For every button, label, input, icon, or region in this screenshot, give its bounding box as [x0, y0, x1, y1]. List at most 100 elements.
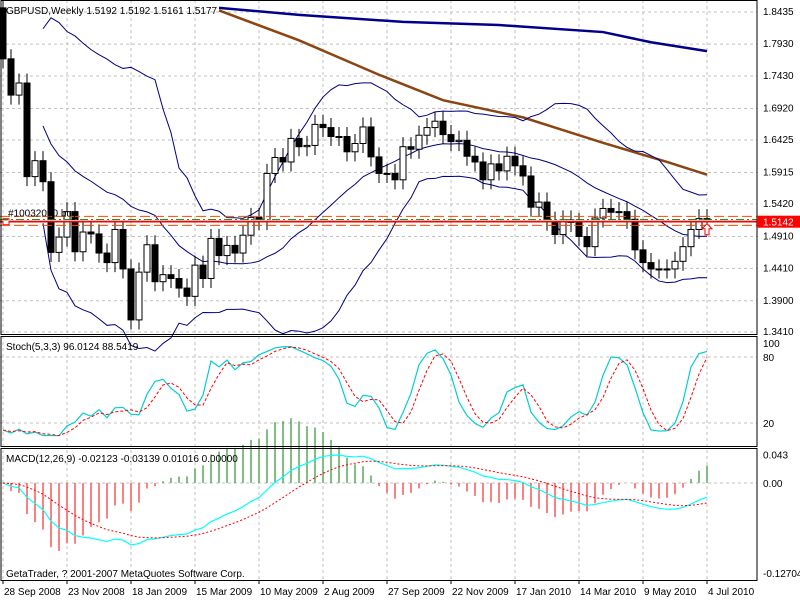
x-tick-label: 2 Aug 2009: [324, 587, 375, 598]
price-tick-label: 1.6920: [763, 103, 794, 114]
bear-candle: [39, 160, 47, 183]
bull-candle: [159, 274, 167, 283]
bear-candle: [479, 161, 487, 181]
symbol-info: GBPUSD,Weekly 1.5192 1.5192 1.5161 1.517…: [6, 6, 218, 17]
bear-candle: [639, 249, 647, 264]
bull-candle: [239, 234, 247, 254]
bear-candle: [447, 134, 455, 143]
bull-candle: [247, 216, 255, 236]
bear-candle: [119, 228, 127, 270]
bear-candle: [583, 235, 591, 248]
bear-candle: [551, 220, 559, 236]
price-tick-label: 1.5420: [763, 199, 794, 210]
x-tick-label: 18 Jan 2009: [132, 587, 187, 598]
bull-candle: [503, 155, 511, 172]
bear-candle: [175, 278, 183, 289]
bollinger-lower-band: [42, 175, 708, 352]
price-tick-label: 1.7930: [763, 39, 794, 50]
bull-candle: [671, 260, 679, 270]
x-tick-label: 22 Nov 2009: [452, 587, 509, 598]
bear-candle: [7, 58, 15, 96]
price-tick-label: 1.4410: [763, 263, 794, 274]
order-label: #10032090 buy: [8, 209, 77, 220]
bear-candle: [519, 165, 527, 177]
bear-candle: [167, 274, 175, 280]
order-levels: #10032090 buy: [0, 209, 757, 236]
bear-candle: [183, 287, 191, 297]
bear-candle: [391, 172, 399, 181]
macd-tick-label: 0.00: [763, 479, 783, 490]
stoch-tick-label: 100: [763, 339, 780, 350]
x-tick-label: 15 Mar 2009: [196, 587, 253, 598]
bid-price-label: 1.5142: [763, 218, 794, 229]
bid-marker: [2, 218, 10, 226]
bull-candle: [679, 246, 687, 262]
bull-candle: [143, 244, 151, 273]
stoch-panel-frame: [0, 336, 758, 447]
bull-candle: [271, 157, 279, 174]
bear-candle: [527, 175, 535, 208]
bear-candle: [295, 137, 303, 148]
bear-candle: [215, 237, 223, 257]
bull-candle: [31, 160, 39, 178]
bull-candle: [223, 244, 231, 257]
x-tick-label: 27 Sep 2009: [388, 587, 445, 598]
price-tick-label: 1.3900: [763, 296, 794, 307]
bear-candle: [367, 126, 375, 158]
price-tick-label: 1.6425: [763, 135, 794, 146]
price-tick-label: 1.4910: [763, 231, 794, 242]
bull-candle: [687, 228, 695, 248]
bear-candle: [151, 244, 159, 283]
x-tick-label: 17 Jan 2010: [516, 587, 571, 598]
bull-candle: [599, 207, 607, 219]
bear-candle: [439, 120, 447, 136]
bull-candle: [287, 137, 295, 163]
stoch-tick-label: 20: [763, 419, 775, 430]
bear-candle: [87, 231, 95, 235]
bear-candle: [71, 211, 79, 253]
bull-candle: [415, 134, 423, 150]
bull-candle: [15, 82, 23, 96]
bear-candle: [647, 262, 655, 270]
indicator-overlays: [42, 6, 708, 352]
price-tick-label: 1.8435: [763, 7, 794, 18]
bear-candle: [607, 207, 615, 213]
bear-candle: [319, 123, 327, 129]
macd-title: MACD(12,26,9) -0.02123 -0.03139 0.01016 …: [6, 454, 238, 465]
slow-ma-line: [218, 6, 708, 53]
bear-candle: [343, 135, 351, 153]
x-tick-label: 10 May 2009: [260, 587, 318, 598]
bull-candle: [191, 264, 199, 297]
macd-tick-label: 0.043: [763, 451, 788, 462]
bull-candle: [383, 172, 391, 175]
stoch-title: Stoch(5,3,3) 96.0124 88.5419: [6, 342, 139, 353]
bull-candle: [55, 236, 63, 253]
price-tick-label: 1.5915: [763, 167, 794, 178]
bear-candle: [279, 157, 287, 163]
bull-candle: [591, 217, 599, 248]
bull-candle: [303, 144, 311, 148]
bull-candle: [431, 120, 439, 129]
bear-candle: [511, 155, 519, 167]
bear-candle: [95, 233, 103, 254]
bear-candle: [463, 139, 471, 157]
bull-candle: [335, 135, 343, 138]
bear-candle: [623, 211, 631, 220]
bull-candle: [487, 163, 495, 181]
main-panel-frame: [0, 0, 758, 335]
bear-candle: [495, 163, 503, 172]
bid-price-badge: [757, 215, 800, 228]
bear-candle: [199, 264, 207, 280]
x-tick-label: 4 Jul 2010: [708, 587, 755, 598]
bear-candle: [471, 155, 479, 163]
bull-candle: [399, 146, 407, 181]
bear-candle: [631, 218, 639, 251]
bear-candle: [23, 82, 31, 178]
bear-candle: [327, 127, 335, 137]
bull-candle: [79, 231, 87, 253]
copyright-text: GetaTrader, ? 2001-2007 MetaQuotes Softw…: [6, 569, 245, 580]
macd-signal-line: [2, 460, 708, 539]
bull-candle: [311, 123, 319, 146]
price-tick-label: 1.3410: [763, 327, 794, 338]
